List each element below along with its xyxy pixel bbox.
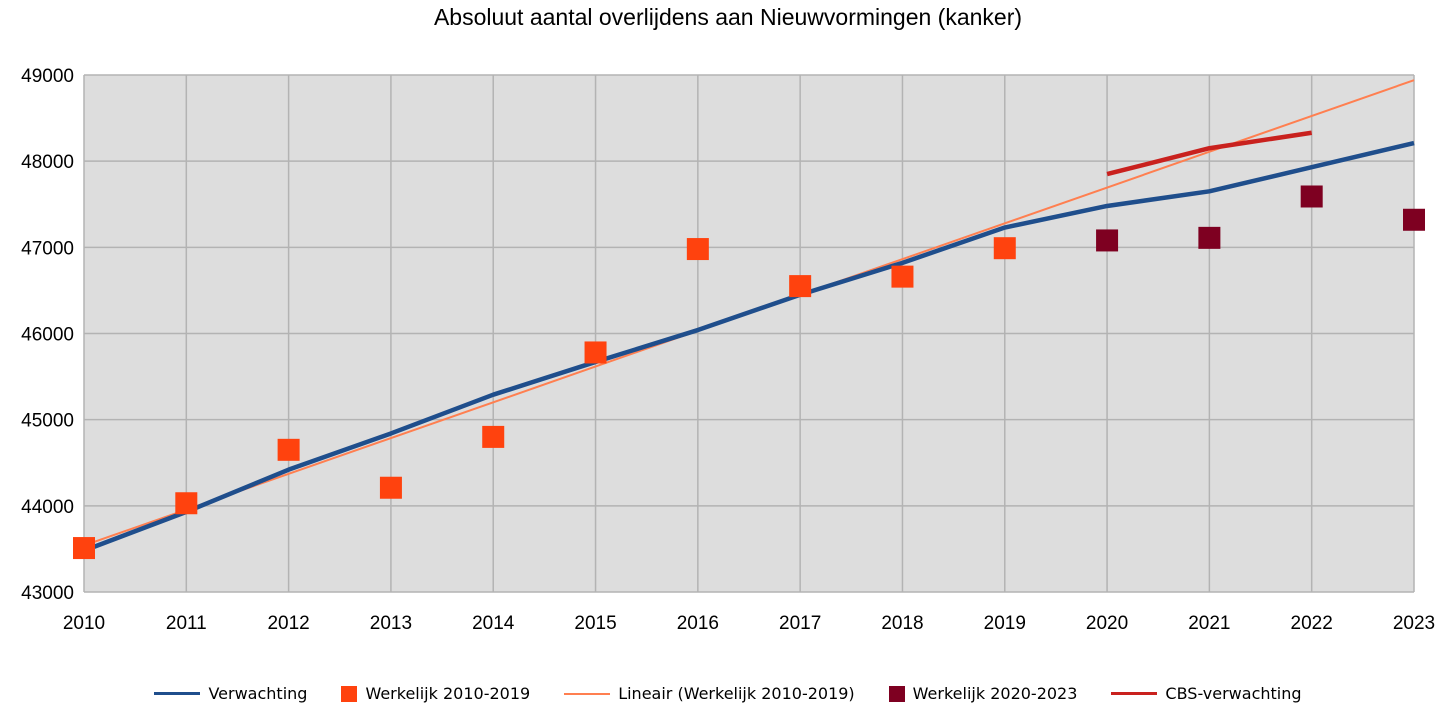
x-tick-label: 2021	[1188, 613, 1230, 634]
legend-label: Werkelijk 2020-2023	[912, 684, 1078, 703]
y-tick-label: 48000	[21, 152, 74, 173]
x-axis-ticks: 2010 2011 2012 2013 2014 2015 2016 2017 2018 2019…	[63, 613, 1435, 634]
y-tick-label: 46000	[21, 325, 74, 346]
x-tick-label: 2011	[166, 613, 207, 634]
x-tick-label: 2018	[881, 613, 923, 634]
legend-item: CBS-verwachting	[1111, 684, 1302, 703]
x-tick-label: 2016	[677, 613, 719, 634]
x-tick-label: 2019	[984, 613, 1026, 634]
legend-label: Lineair (Werkelijk 2010-2019)	[618, 684, 855, 703]
legend-item: Werkelijk 2010-2019	[341, 684, 530, 703]
data-point-marker	[891, 265, 914, 288]
legend-line-swatch	[564, 692, 611, 695]
legend-marker-swatch	[888, 685, 905, 702]
y-tick-label: 43000	[21, 583, 74, 604]
x-tick-label: 2015	[574, 613, 616, 634]
data-point-marker	[1300, 185, 1323, 208]
data-point-marker	[1096, 229, 1119, 252]
data-point-marker	[277, 438, 300, 461]
data-point-marker	[482, 425, 505, 448]
data-point-marker	[584, 341, 607, 364]
legend-marker-swatch	[341, 685, 358, 702]
legend-line-swatch	[154, 692, 201, 695]
data-point-marker	[175, 492, 198, 515]
legend-item: Verwachting	[154, 684, 307, 703]
series-layer	[73, 79, 1425, 560]
series-line	[83, 140, 1415, 553]
y-tick-label: 44000	[21, 497, 74, 518]
x-tick-label: 2017	[779, 613, 821, 634]
chart-plot: 43000 44000 45000 46000 47000 48000 49000 2010…	[21, 66, 1435, 634]
legend-item: Werkelijk 2020-2023	[888, 684, 1078, 703]
x-tick-label: 2023	[1393, 613, 1435, 634]
data-point-marker	[1403, 208, 1425, 231]
data-point-marker	[993, 237, 1016, 260]
y-tick-label: 49000	[21, 66, 74, 87]
legend-item: Lineair (Werkelijk 2010-2019)	[564, 684, 855, 703]
x-tick-label: 2022	[1291, 613, 1333, 634]
gridlines	[83, 74, 1415, 593]
legend: Verwachting Werkelijk 2010-2019 Lineair (W…	[0, 684, 1456, 703]
y-tick-label: 45000	[21, 411, 74, 432]
x-tick-label: 2014	[472, 613, 515, 634]
data-point-marker	[1198, 226, 1221, 249]
data-point-marker	[789, 275, 812, 298]
legend-label: CBS-verwachting	[1165, 684, 1302, 703]
data-point-marker	[73, 537, 95, 560]
x-tick-label: 2013	[370, 613, 412, 634]
data-point-marker	[379, 476, 402, 499]
chart-title: Absoluut aantal overlijdens aan Nieuwvor…	[433, 4, 1023, 30]
data-point-marker	[686, 238, 709, 261]
x-tick-label: 2010	[63, 613, 105, 634]
y-tick-label: 47000	[21, 238, 74, 259]
legend-label: Verwachting	[208, 684, 308, 703]
x-tick-label: 2020	[1086, 613, 1128, 634]
legend-line-swatch	[1111, 692, 1158, 695]
legend-label: Werkelijk 2010-2019	[365, 684, 531, 703]
x-tick-label: 2012	[267, 613, 309, 634]
y-axis-ticks: 43000 44000 45000 46000 47000 48000 49000	[21, 66, 74, 604]
series-line	[1106, 130, 1313, 177]
